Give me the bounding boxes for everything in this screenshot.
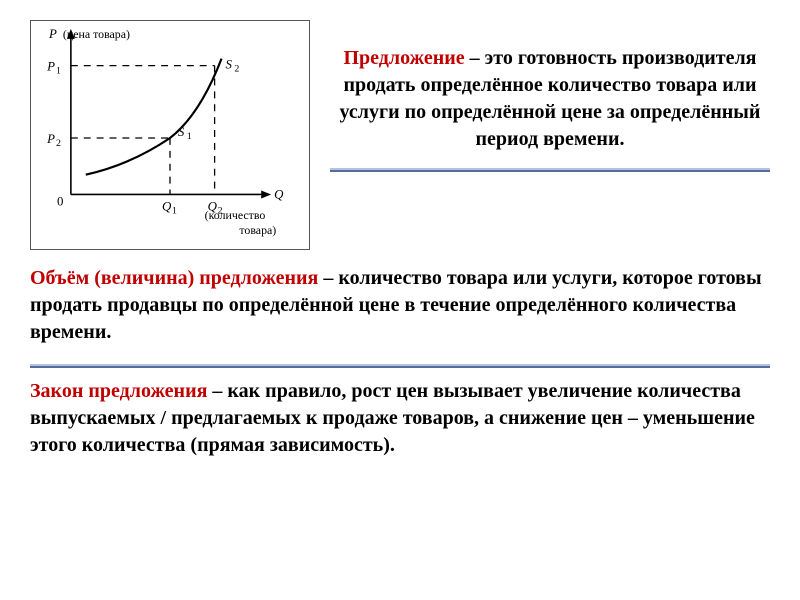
supply-chart: P (цена товара) Q (количество товара) 0 … [30,20,310,250]
svg-text:P: P [46,132,55,146]
volume-definition: Объём (величина) предложения – количеств… [30,265,770,346]
svg-text:2: 2 [218,205,223,216]
svg-text:Q: Q [162,199,172,213]
volume-term: Объём (величина) предложения [30,267,318,289]
svg-text:1: 1 [56,66,61,77]
divider-2 [30,364,770,368]
supply-term: Предложение [343,47,464,69]
svg-text:1: 1 [187,131,192,142]
svg-text:товара): товара) [239,223,276,237]
divider-1 [330,168,770,172]
svg-text:1: 1 [172,205,177,216]
svg-text:(цена товара): (цена товара) [63,27,130,41]
svg-text:Q: Q [274,187,284,201]
svg-text:2: 2 [56,138,61,149]
svg-text:0: 0 [57,194,63,208]
law-term: Закон предложения [30,380,207,402]
law-definition: Закон предложения – как правило, рост це… [30,378,770,459]
svg-text:S: S [178,125,185,139]
svg-text:Q: Q [208,199,218,213]
supply-definition: Предложение – это готовность производите… [330,20,770,180]
svg-text:2: 2 [234,64,239,75]
svg-text:S: S [226,58,233,72]
svg-text:P: P [48,27,57,41]
svg-text:P: P [46,60,55,74]
